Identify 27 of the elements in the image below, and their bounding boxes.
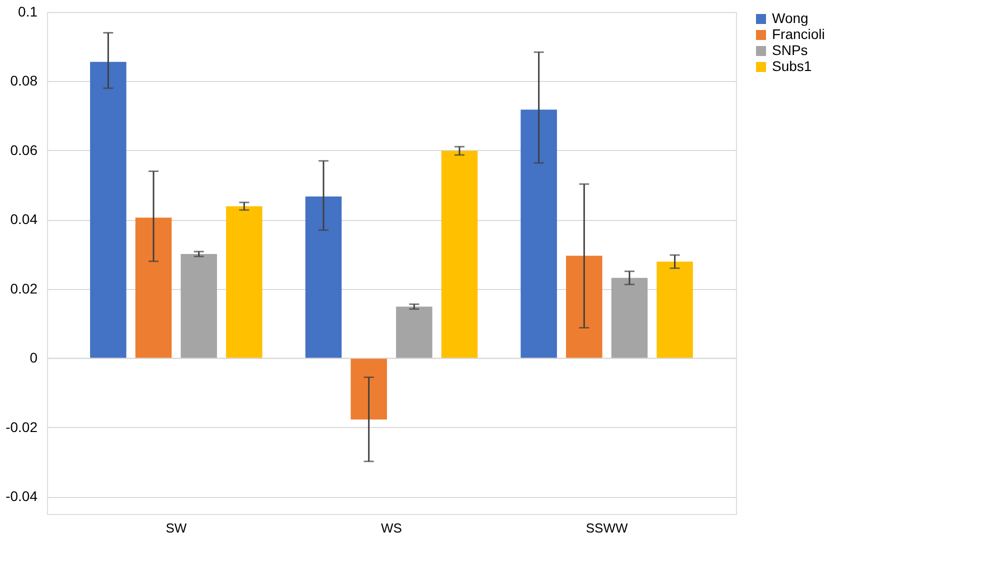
bar — [90, 62, 126, 358]
bar — [520, 110, 557, 358]
legend-label: Francioli — [772, 26, 825, 42]
y-tick-label: 0.04 — [10, 211, 38, 228]
legend-label: Wong — [772, 10, 808, 26]
bar — [611, 278, 648, 358]
bar — [350, 358, 387, 420]
y-tick-label: 0 — [30, 350, 38, 366]
bar — [396, 306, 432, 358]
bar — [180, 254, 217, 358]
x-tick-label: WS — [381, 520, 402, 536]
bar — [226, 206, 262, 358]
bar — [305, 196, 342, 358]
y-tick-label: 0.08 — [10, 72, 38, 89]
bar — [566, 256, 602, 358]
x-tick-label: SW — [166, 520, 188, 536]
y-tick-label: 0.02 — [10, 280, 38, 296]
x-tick-label: SSWW — [586, 520, 628, 536]
y-tick-label: 0.06 — [10, 142, 38, 158]
y-tick-label: 0.1 — [18, 4, 38, 20]
bar — [656, 262, 693, 358]
bar — [441, 150, 478, 358]
y-tick-label: -0.04 — [6, 488, 38, 504]
legend-label: SNPs — [772, 42, 808, 58]
y-tick-label: -0.02 — [6, 418, 38, 435]
bar — [135, 218, 172, 358]
legend-label: Subs1 — [772, 58, 812, 74]
